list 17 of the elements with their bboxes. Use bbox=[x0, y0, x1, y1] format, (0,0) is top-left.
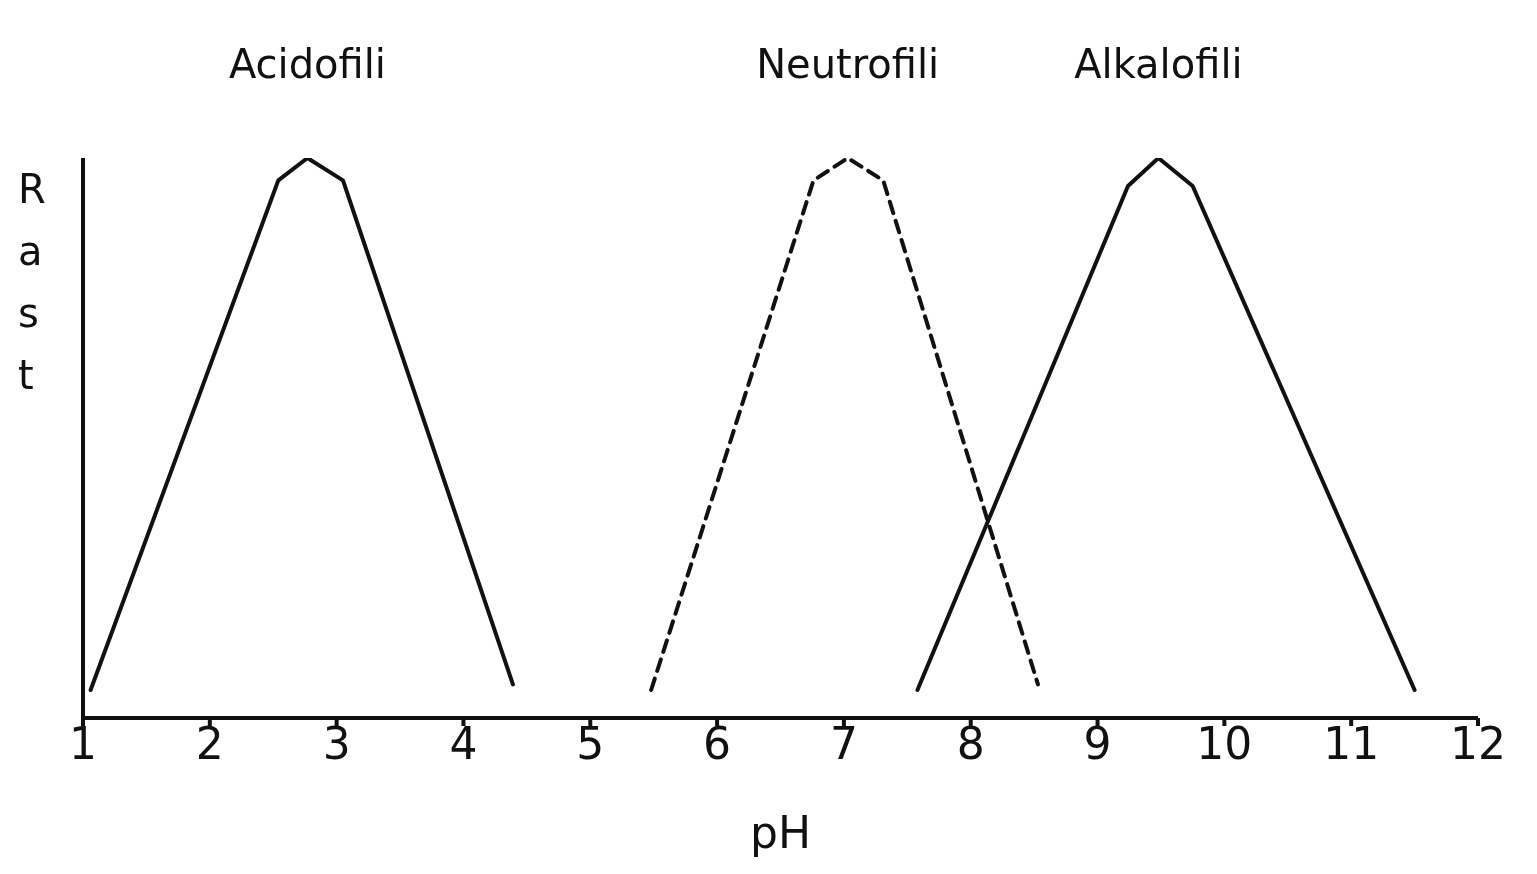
x-tick-label: 2 bbox=[195, 718, 224, 770]
x-tick-label: 9 bbox=[1083, 718, 1112, 770]
text: Acidofili bbox=[228, 41, 386, 87]
x-tick-label: 6 bbox=[703, 718, 732, 770]
x-tick-label: 10 bbox=[1196, 718, 1253, 770]
x-tick-label: 1 bbox=[69, 718, 97, 770]
x-tick-label: 5 bbox=[576, 718, 605, 770]
x-tick-label: 11 bbox=[1323, 718, 1380, 770]
y-axis-title: Rast bbox=[18, 165, 47, 400]
x-tick-label: 12 bbox=[1450, 718, 1506, 770]
x-tick-label: 4 bbox=[449, 718, 478, 770]
x-axis-title: pH bbox=[749, 807, 812, 858]
x-tick-label: 7 bbox=[829, 718, 858, 770]
text: Neutrofili bbox=[756, 41, 940, 87]
text: Alkalofili bbox=[1074, 41, 1243, 87]
x-tick-label: 3 bbox=[322, 718, 351, 770]
x-tick-label: 8 bbox=[956, 718, 985, 770]
